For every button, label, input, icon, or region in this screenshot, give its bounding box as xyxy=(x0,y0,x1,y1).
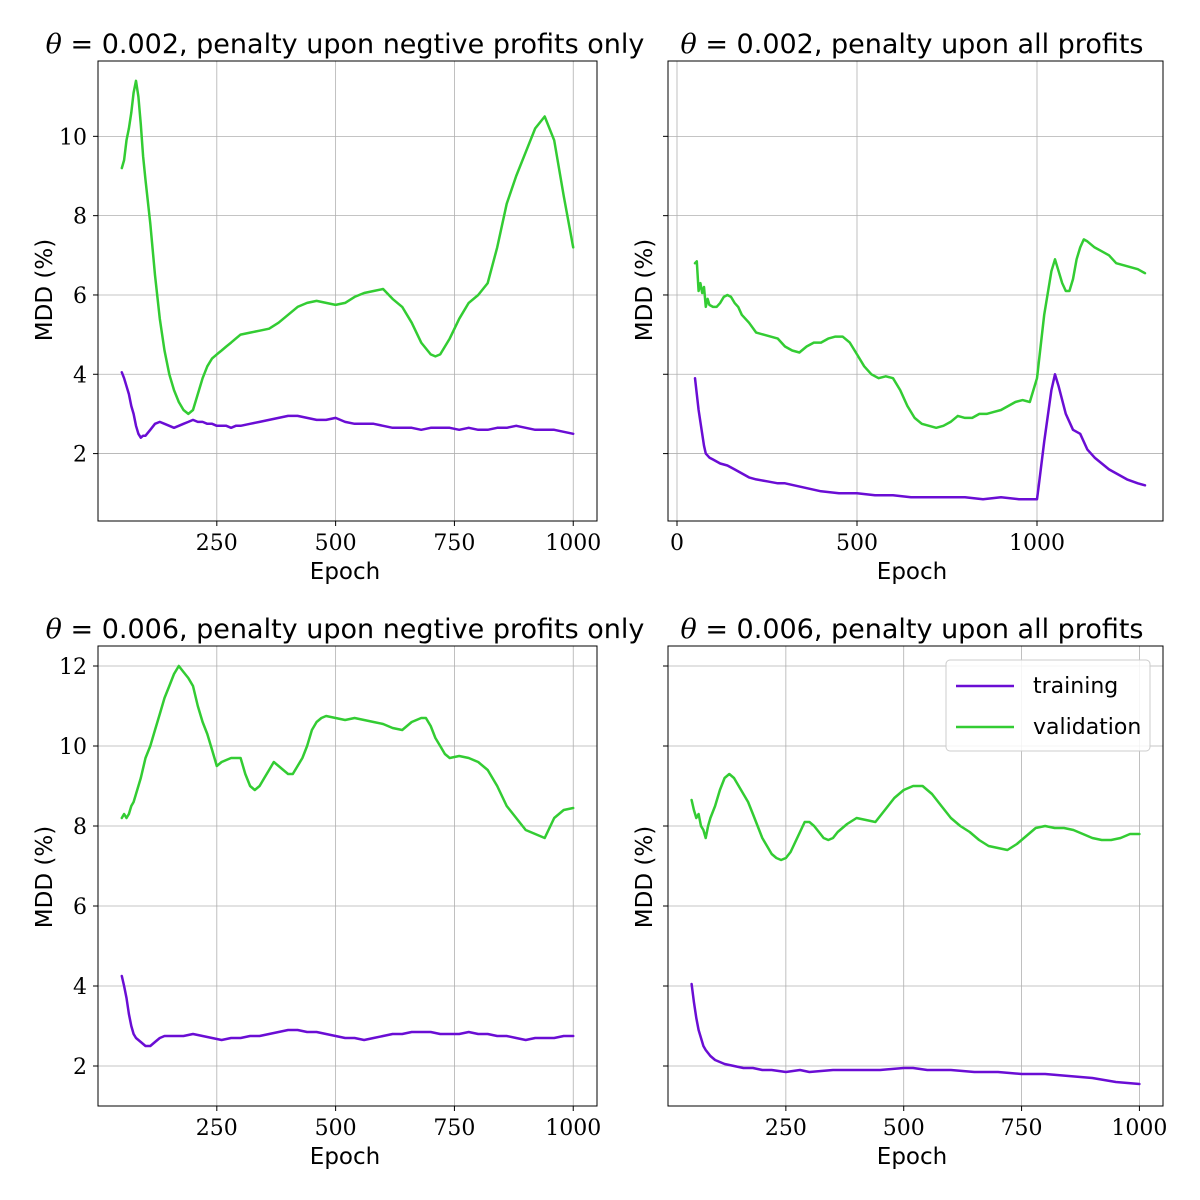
x-tick-label: 1000 xyxy=(545,531,601,556)
panel-title-symbol: θ xyxy=(46,29,62,60)
y-tick-label: 12 xyxy=(59,655,87,680)
series-line-validation xyxy=(120,79,575,416)
series-line-training xyxy=(120,974,575,1048)
x-axis-label: Epoch xyxy=(877,1144,947,1170)
y-axis-label: MDD (%) xyxy=(632,826,658,928)
panel-title-text: = 0.002, penalty upon all profits xyxy=(697,29,1144,60)
axes-frame xyxy=(97,645,598,1107)
y-tick-label: 6 xyxy=(73,895,87,920)
x-tick-label: 750 xyxy=(433,1116,475,1141)
x-tick-label: 250 xyxy=(765,1116,807,1141)
x-tick-label: 1000 xyxy=(1009,531,1065,556)
panel-title: θ = 0.002, penalty upon all profits xyxy=(681,29,1144,60)
plot-lines xyxy=(120,79,575,439)
grid xyxy=(668,61,1163,521)
panel-title: θ = 0.002, penalty upon negtive profits … xyxy=(46,29,645,60)
ticks: 250 500 750 1000 2 4 6 8 10 xyxy=(59,125,601,556)
panel-title: θ = 0.006, penalty upon all profits xyxy=(681,614,1144,645)
y-tick-label: 4 xyxy=(73,975,87,1000)
y-tick-label: 6 xyxy=(73,284,87,309)
legend-label-training: training xyxy=(1033,674,1118,699)
panel-title-symbol: θ xyxy=(46,614,62,645)
x-tick-label: 500 xyxy=(836,531,878,556)
panel-bottom-right: θ = 0.006, penalty upon all profits 250 5… xyxy=(632,614,1167,1170)
y-tick-label: 4 xyxy=(73,363,87,388)
axes-frame xyxy=(97,60,598,522)
panel-title-text: = 0.006, penalty upon all profits xyxy=(697,614,1144,645)
y-tick-label: 2 xyxy=(73,443,87,468)
x-tick-label: 250 xyxy=(196,531,238,556)
y-tick-label: 8 xyxy=(73,815,87,840)
x-tick-label: 750 xyxy=(1001,1116,1043,1141)
y-tick-label: 10 xyxy=(59,735,87,760)
grid xyxy=(98,646,597,1106)
y-axis-label: MDD (%) xyxy=(632,239,658,341)
x-tick-label: 250 xyxy=(196,1116,238,1141)
panel-title-symbol: θ xyxy=(681,29,697,60)
series-line-training xyxy=(120,371,575,439)
x-tick-label: 1000 xyxy=(545,1116,601,1141)
axes-frame xyxy=(667,60,1164,522)
series-line-validation xyxy=(120,664,575,840)
panel-top-right: θ = 0.002, penalty upon all profits 0 500… xyxy=(632,29,1164,585)
y-axis-label: MDD (%) xyxy=(32,239,58,341)
panel-title-text: = 0.006, penalty upon negtive profits on… xyxy=(62,614,644,645)
x-tick-label: 1000 xyxy=(1111,1116,1167,1141)
y-tick-label: 2 xyxy=(73,1055,87,1080)
grid xyxy=(98,61,597,521)
x-tick-label: 0 xyxy=(670,531,684,556)
axes-frame xyxy=(667,645,1164,1107)
ticks: 250 500 750 1000 xyxy=(663,665,1167,1141)
y-tick-label: 8 xyxy=(73,205,87,230)
y-tick-label: 10 xyxy=(59,125,87,150)
panel-title-text: = 0.002, penalty upon negtive profits on… xyxy=(62,29,644,60)
panel-bottom-left: θ = 0.006, penalty upon negtive profits … xyxy=(32,614,644,1170)
y-axis-label: MDD (%) xyxy=(32,826,58,928)
legend-label-validation: validation xyxy=(1033,715,1141,740)
series-line-training xyxy=(690,982,1141,1086)
panel-title: θ = 0.006, penalty upon negtive profits … xyxy=(46,614,645,645)
x-axis-label: Epoch xyxy=(877,559,947,585)
panel-title-symbol: θ xyxy=(681,614,697,645)
legend: training validation xyxy=(945,659,1151,752)
plot-lines xyxy=(693,238,1147,501)
x-axis-label: Epoch xyxy=(310,1144,380,1170)
ticks: 250 500 750 1000 2 4 6 8 10 12 xyxy=(59,655,601,1141)
panel-top-left: θ = 0.002, penalty upon negtive profits … xyxy=(32,29,644,585)
series-line-training xyxy=(693,373,1147,501)
x-tick-label: 500 xyxy=(315,1116,357,1141)
plot-lines xyxy=(120,664,575,1048)
plot-lines xyxy=(690,772,1141,1086)
series-line-validation xyxy=(693,238,1147,430)
series-line-validation xyxy=(690,772,1141,862)
x-axis-label: Epoch xyxy=(310,559,380,585)
ticks: 0 500 1000 xyxy=(663,135,1065,556)
x-tick-label: 500 xyxy=(315,531,357,556)
x-tick-label: 750 xyxy=(433,531,475,556)
x-tick-label: 500 xyxy=(883,1116,925,1141)
